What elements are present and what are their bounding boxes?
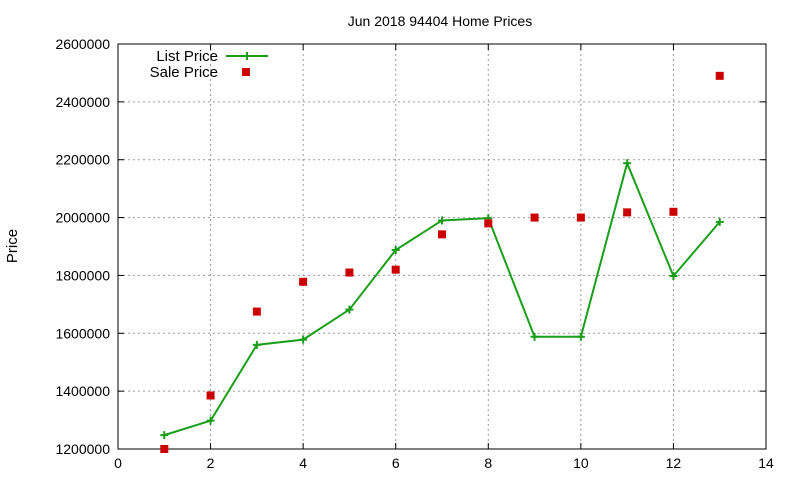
list-price-point [669,272,678,281]
y-tick-label: 2400000 [55,94,110,110]
series-list-price [160,159,724,440]
sale-price-point [715,71,724,80]
series-sale-price [160,71,724,453]
grid-lines [118,44,766,449]
sale-price-point [160,445,169,453]
x-tick-label: 14 [758,455,774,471]
y-tick-label: 2600000 [55,36,110,52]
legend-plus-marker [243,52,251,60]
sale-price-point [438,230,446,239]
list-price-point [391,245,400,254]
sale-price-point [299,277,308,286]
axis-ticks: 0 2 4 6 8 10 12 14 1200000 1400000 1600000 1800000 2… [55,36,774,471]
sale-price-point [669,207,678,216]
plot-border [117,43,767,450]
list-price-point [252,340,261,349]
sale-price-point [345,268,354,277]
y-tick-label: 1200000 [55,441,110,457]
x-tick-label: 12 [666,455,682,471]
y-tick-label: 2200000 [55,152,110,168]
x-tick-label: 10 [573,455,589,471]
list-price-point [530,332,539,341]
sale-price-point [252,307,261,316]
sale-price-point [530,213,539,222]
list-price-point [576,332,585,341]
y-tick-label: 1400000 [55,383,110,399]
chart-title: Jun 2018 94404 Home Prices [348,13,532,29]
y-tick-label: 1800000 [55,267,110,283]
x-tick-label: 2 [207,455,215,471]
sale-price-point [623,208,632,217]
y-axis-title: Price [4,229,21,263]
list-price-line [163,160,721,437]
legend-label: Sale Price [150,64,218,81]
sale-price-point [576,213,585,222]
legend-entry: List Price [156,48,268,65]
x-tick-label: 0 [114,455,122,471]
list-price-point [206,416,215,425]
x-tick-label: 6 [392,455,400,471]
y-tick-label: 1600000 [55,325,110,341]
sale-price-point [484,219,493,228]
legend-label: List Price [156,48,218,65]
legend-entry: Sale Price [150,64,250,81]
list-price-point [160,431,169,440]
legend-square-marker [242,68,250,76]
list-price-point [299,335,308,344]
sale-price-point [206,391,215,400]
sale-price-point [391,265,400,274]
list-price-point [345,305,354,314]
list-price-point [438,216,446,225]
y-tick-label: 2000000 [55,210,110,226]
x-tick-label: 8 [484,455,492,471]
list-price-point [623,159,632,168]
x-tick-label: 4 [299,455,307,471]
list-price-point [715,217,724,226]
plot-frame [117,43,767,450]
series-layer [160,71,724,453]
